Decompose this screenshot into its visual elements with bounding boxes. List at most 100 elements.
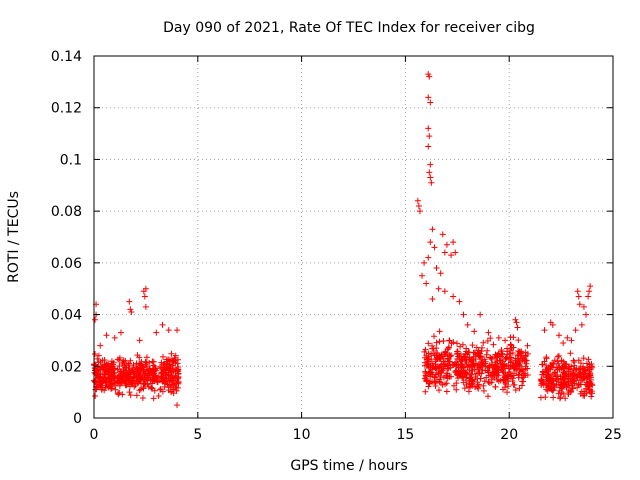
data-point xyxy=(549,378,556,385)
data-point xyxy=(470,361,477,368)
data-point xyxy=(549,364,556,371)
data-point xyxy=(156,363,163,370)
data-point xyxy=(168,357,175,364)
y-axis-label: ROTI / TECUs xyxy=(6,191,22,283)
data-point xyxy=(464,321,471,328)
data-point xyxy=(429,296,436,303)
data-point xyxy=(114,374,121,381)
data-point xyxy=(509,377,516,384)
data-point xyxy=(105,360,112,367)
data-point xyxy=(516,385,523,392)
data-point xyxy=(440,337,447,344)
data-point xyxy=(455,361,462,368)
data-point xyxy=(129,380,136,387)
data-point xyxy=(574,374,581,381)
data-point xyxy=(480,382,487,389)
data-point xyxy=(585,380,592,387)
data-point xyxy=(453,386,460,393)
data-point xyxy=(457,343,464,350)
data-point xyxy=(508,373,515,380)
data-point xyxy=(125,360,132,367)
data-point xyxy=(439,381,446,388)
data-point xyxy=(160,353,167,360)
x-tick-label: 15 xyxy=(396,427,414,443)
data-point xyxy=(569,384,576,391)
data-point xyxy=(462,369,469,376)
tick-labels: 0 5 10 15 20 25 0 0.02 0.04 0.06 0.08 0.1 0.12 0.14 xyxy=(51,49,622,443)
data-point xyxy=(98,386,105,393)
data-point xyxy=(443,380,450,387)
data-point xyxy=(460,373,467,380)
data-point xyxy=(480,387,487,394)
data-point xyxy=(554,353,561,360)
data-point xyxy=(495,350,502,357)
data-point xyxy=(437,354,444,361)
data-point xyxy=(483,351,490,358)
data-point xyxy=(554,358,561,365)
data-point xyxy=(436,328,443,335)
data-point xyxy=(507,341,514,348)
data-point xyxy=(119,391,126,398)
data-point xyxy=(464,370,471,377)
data-point xyxy=(554,375,561,382)
data-point xyxy=(425,125,432,132)
data-point xyxy=(92,392,99,399)
data-point xyxy=(519,366,526,373)
data-point xyxy=(511,381,518,388)
data-point xyxy=(512,316,519,323)
data-point xyxy=(153,329,160,336)
data-point xyxy=(510,370,517,377)
data-point xyxy=(111,334,118,341)
y-tick-label: 0.12 xyxy=(51,101,82,117)
data-point xyxy=(106,369,113,376)
data-point xyxy=(454,355,461,362)
data-point xyxy=(578,321,585,328)
data-point xyxy=(151,387,158,394)
data-point xyxy=(441,363,448,370)
data-point xyxy=(515,337,522,344)
data-point xyxy=(136,354,143,361)
data-point xyxy=(426,169,433,176)
data-point xyxy=(481,356,488,363)
data-point xyxy=(466,354,473,361)
data-point xyxy=(469,368,476,375)
data-point xyxy=(541,327,548,334)
data-point xyxy=(426,133,433,140)
data-point xyxy=(127,306,134,313)
data-point xyxy=(114,356,121,363)
data-point xyxy=(437,270,444,277)
data-point xyxy=(522,372,529,379)
data-point xyxy=(429,345,436,352)
data-point xyxy=(103,378,110,385)
data-point xyxy=(133,392,140,399)
data-point xyxy=(454,340,461,347)
data-point xyxy=(172,359,179,366)
data-point xyxy=(485,393,491,400)
data-point xyxy=(575,293,582,300)
data-point xyxy=(469,342,476,349)
data-point xyxy=(542,394,549,401)
data-point xyxy=(142,303,149,310)
data-point xyxy=(575,381,582,388)
data-point xyxy=(553,376,560,383)
data-point xyxy=(500,369,507,376)
data-point xyxy=(107,364,114,371)
data-point xyxy=(543,355,550,362)
data-point xyxy=(142,370,149,377)
data-point xyxy=(537,394,544,401)
data-point xyxy=(130,362,137,369)
data-point xyxy=(587,283,594,290)
data-point xyxy=(490,341,497,348)
data-point xyxy=(115,375,122,382)
data-point xyxy=(172,384,179,391)
data-point xyxy=(467,371,474,378)
data-point xyxy=(563,383,570,390)
data-point xyxy=(423,375,430,382)
data-point xyxy=(494,376,501,383)
data-point xyxy=(141,293,148,300)
data-point xyxy=(460,311,467,318)
data-point xyxy=(465,388,472,395)
data-point xyxy=(512,357,519,364)
data-point xyxy=(127,392,134,399)
data-point xyxy=(478,370,485,377)
